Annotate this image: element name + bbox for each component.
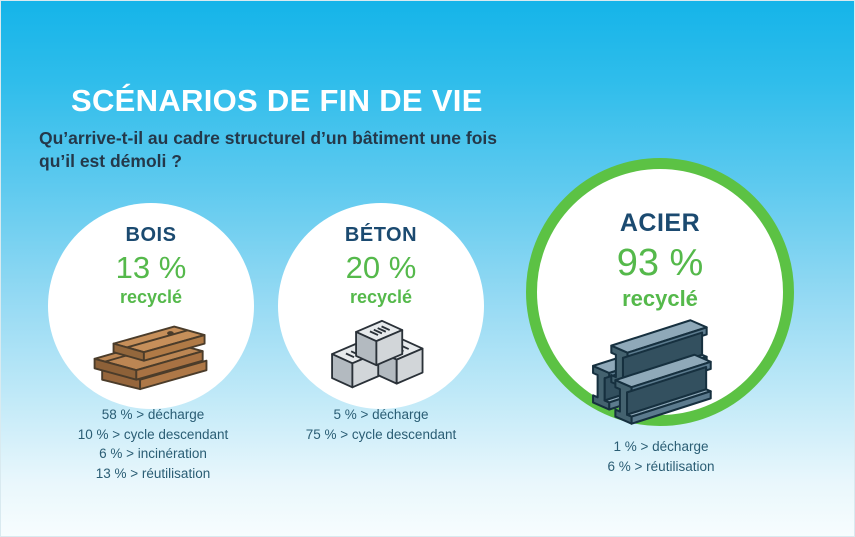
stat-line: 75 % > cycle descendant [305,426,457,442]
page-subtitle: Qu’arrive-t-il au cadre structurel d’un … [39,128,497,172]
material-card-acier: ACIER 93 % recyclé [526,158,794,426]
stats-list-beton: 5 % > décharge 75 % > cycle descendant [261,405,501,444]
material-card-beton: BÉTON 20 % recyclé [278,203,484,409]
recycled-percent: 93 % [616,242,704,284]
wood-planks-icon [87,317,215,393]
stat-line: 6 % > réutilisation [607,458,715,474]
recycled-label: recyclé [622,286,698,311]
recycled-percent: 13 % [115,250,187,285]
page-title: SCÉNARIOS DE FIN DE VIE [71,83,483,118]
stat-line: 5 % > décharge [333,407,429,422]
stat-line: 58 % > décharge [101,407,205,422]
recycled-label: recyclé [349,287,413,307]
stats-list-bois: 58 % > décharge 10 % > cycle descendant … [33,405,273,483]
material-name: BÉTON [344,224,418,246]
stat-line: 1 % > décharge [613,439,709,454]
recycled-percent: 20 % [345,250,417,285]
material-card-bois: BOIS 13 % recyclé [48,203,254,409]
stat-line: 13 % > réutilisation [95,465,211,481]
stat-line: 10 % > cycle descendant [77,426,229,442]
steel-beams-icon [589,317,731,429]
recycled-label: recyclé [119,287,183,307]
material-name: BOIS [125,224,177,246]
material-name: ACIER [619,209,701,237]
stats-list-acier: 1 % > décharge 6 % > réutilisation [541,437,781,476]
concrete-blocks-icon [321,317,441,405]
stat-line: 6 % > incinération [99,446,207,461]
